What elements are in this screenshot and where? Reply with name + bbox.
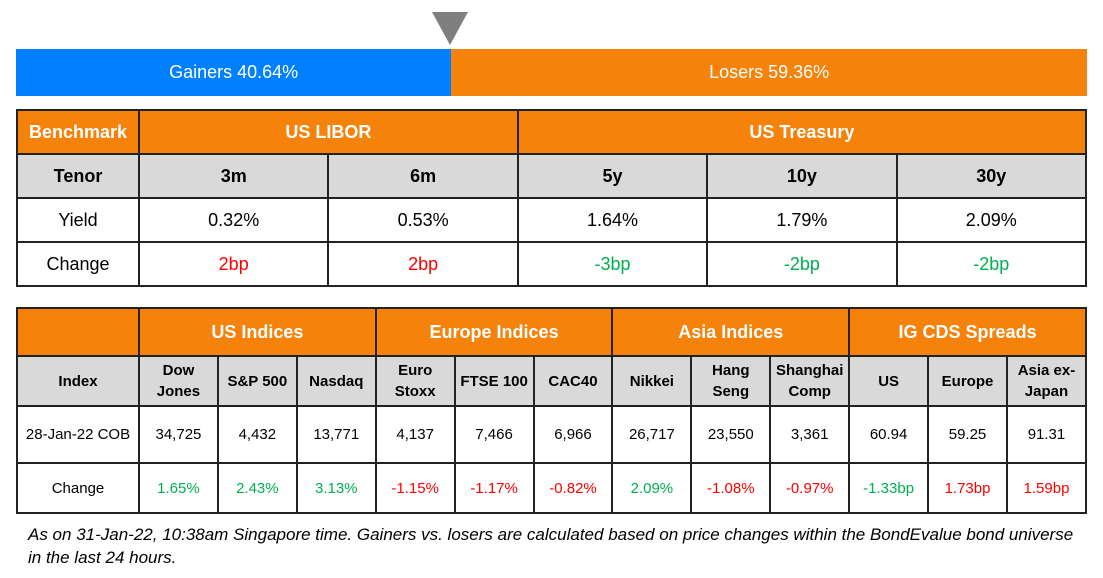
index-change: -1.08% <box>690 462 772 514</box>
change-label: Change <box>16 462 140 514</box>
index-value: 26,717 <box>611 405 693 464</box>
index-change: 1.73bp <box>927 462 1008 514</box>
index-change: 1.59bp <box>1005 462 1088 514</box>
index-column-header: CAC40 <box>532 355 614 407</box>
yield-change: -3bp <box>516 241 709 287</box>
date-label: 28-Jan-22 COB <box>16 405 140 464</box>
group-header: US Indices <box>138 307 377 357</box>
rates-table: Benchmark US LIBOR US Treasury Tenor 3m 6m… <box>16 109 1088 287</box>
yield-change: 2bp <box>327 241 519 287</box>
index-value: 34,725 <box>138 405 219 464</box>
tenor-3m: 3m <box>137 153 330 199</box>
index-change: 2.43% <box>216 462 298 514</box>
index-column-header: Nasdaq <box>295 355 377 407</box>
benchmark-header: Benchmark <box>16 109 140 155</box>
index-value: 59.25 <box>927 405 1008 464</box>
split-marker-triangle-icon <box>432 12 468 45</box>
gainers-segment: Gainers 40.64% <box>16 49 452 96</box>
tenor-label: Tenor <box>16 153 140 199</box>
tenor-30y: 30y <box>895 153 1088 199</box>
yield-value: 0.32% <box>137 197 330 243</box>
index-change: -1.17% <box>453 462 535 514</box>
blank-header <box>16 307 140 357</box>
index-column-header: Shanghai Comp <box>769 355 851 407</box>
tenor-6m: 6m <box>327 153 519 199</box>
losers-segment: Losers 59.36% <box>451 49 1087 96</box>
group-header: Europe Indices <box>374 307 614 357</box>
index-column-header: Dow Jones <box>138 355 219 407</box>
yield-value: 0.53% <box>327 197 519 243</box>
index-column-header: Asia ex-Japan <box>1005 355 1088 407</box>
index-change: 2.09% <box>611 462 693 514</box>
index-column-header: Nikkei <box>611 355 693 407</box>
index-column-header: FTSE 100 <box>453 355 535 407</box>
index-value: 4,432 <box>216 405 298 464</box>
index-change: -1.33bp <box>848 462 930 514</box>
libor-header: US LIBOR <box>138 109 519 155</box>
index-value: 7,466 <box>453 405 535 464</box>
treasury-header: US Treasury <box>516 109 1088 155</box>
index-value: 3,361 <box>769 405 851 464</box>
index-column-header: S&P 500 <box>216 355 298 407</box>
yield-label: Yield <box>16 197 140 243</box>
index-value: 4,137 <box>374 405 456 464</box>
group-header: IG CDS Spreads <box>848 307 1087 357</box>
index-column-header: Hang Seng <box>690 355 772 407</box>
index-value: 13,771 <box>295 405 377 464</box>
tenor-10y: 10y <box>706 153 898 199</box>
index-label: Index <box>16 355 140 407</box>
index-column-header: Europe <box>927 355 1008 407</box>
index-change: 3.13% <box>295 462 377 514</box>
index-value: 23,550 <box>690 405 772 464</box>
change-label: Change <box>16 241 140 287</box>
index-change: -0.97% <box>769 462 851 514</box>
yield-change: -2bp <box>706 241 898 287</box>
footnote: As on 31-Jan-22, 10:38am Singapore time.… <box>28 525 1074 567</box>
index-change: 1.65% <box>138 462 219 514</box>
index-value: 91.31 <box>1005 405 1088 464</box>
yield-value: 1.79% <box>706 197 898 243</box>
index-change: -0.82% <box>532 462 614 514</box>
yield-change: -2bp <box>895 241 1088 287</box>
index-change: -1.15% <box>374 462 456 514</box>
index-column-header: Euro Stoxx <box>374 355 456 407</box>
index-value: 60.94 <box>848 405 930 464</box>
tenor-5y: 5y <box>516 153 709 199</box>
group-header: Asia Indices <box>611 307 851 357</box>
yield-change: 2bp <box>137 241 330 287</box>
index-column-header: US <box>848 355 930 407</box>
yield-value: 1.64% <box>516 197 709 243</box>
index-value: 6,966 <box>532 405 614 464</box>
indices-table: US Indices Europe Indices Asia Indices IG C… <box>16 307 1088 514</box>
yield-value: 2.09% <box>895 197 1088 243</box>
gainers-losers-bar: Gainers 40.64% Losers 59.36% <box>16 49 1087 96</box>
